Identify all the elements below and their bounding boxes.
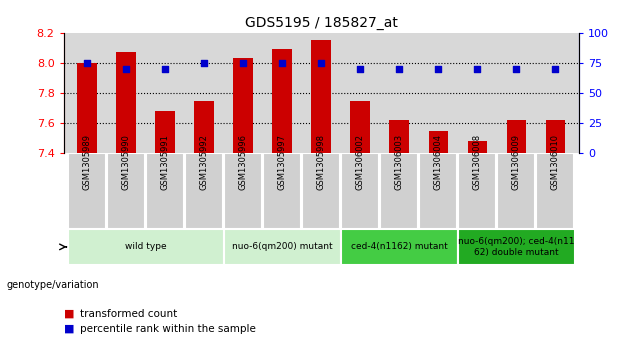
Bar xyxy=(419,153,457,229)
Text: genotype/variation: genotype/variation xyxy=(6,280,99,290)
Bar xyxy=(68,153,106,229)
Bar xyxy=(380,153,418,229)
Text: GSM1305989: GSM1305989 xyxy=(83,134,92,189)
Text: GSM1305998: GSM1305998 xyxy=(317,134,326,189)
Text: nuo-6(qm200) mutant: nuo-6(qm200) mutant xyxy=(232,242,333,252)
Bar xyxy=(233,58,253,153)
Text: ■: ■ xyxy=(64,323,74,334)
Bar xyxy=(389,120,409,153)
Point xyxy=(121,66,131,72)
Text: GSM1306002: GSM1306002 xyxy=(356,134,364,189)
Point xyxy=(433,66,443,72)
Text: GSM1306009: GSM1306009 xyxy=(512,134,521,189)
Bar xyxy=(506,120,526,153)
Text: GSM1305996: GSM1305996 xyxy=(238,134,247,189)
Point xyxy=(82,60,92,66)
Text: GSM1305990: GSM1305990 xyxy=(121,134,130,189)
Bar xyxy=(458,229,575,265)
Bar xyxy=(536,153,574,229)
Point xyxy=(160,66,170,72)
Point xyxy=(199,60,209,66)
Point xyxy=(472,66,482,72)
Text: percentile rank within the sample: percentile rank within the sample xyxy=(80,323,256,334)
Bar xyxy=(302,153,340,229)
Bar xyxy=(224,229,341,265)
Text: GSM1306003: GSM1306003 xyxy=(395,134,404,189)
Point xyxy=(355,66,365,72)
Bar xyxy=(350,101,370,153)
Bar xyxy=(429,131,448,153)
Bar xyxy=(467,141,487,153)
Bar xyxy=(312,40,331,153)
Bar xyxy=(116,52,136,153)
Point xyxy=(277,60,287,66)
Point xyxy=(550,66,560,72)
Title: GDS5195 / 185827_at: GDS5195 / 185827_at xyxy=(245,16,398,30)
Text: transformed count: transformed count xyxy=(80,309,177,319)
Bar xyxy=(341,153,379,229)
Text: GSM1305991: GSM1305991 xyxy=(160,134,170,189)
Bar xyxy=(341,229,458,265)
Text: GSM1306010: GSM1306010 xyxy=(551,134,560,189)
Bar xyxy=(272,49,292,153)
Bar xyxy=(155,111,175,153)
Text: GSM1306008: GSM1306008 xyxy=(473,134,482,189)
Text: GSM1305997: GSM1305997 xyxy=(278,134,287,189)
Point xyxy=(238,60,248,66)
Bar xyxy=(146,153,184,229)
Text: GSM1306004: GSM1306004 xyxy=(434,134,443,189)
Bar xyxy=(185,153,223,229)
Text: nuo-6(qm200); ced-4(n11
62) double mutant: nuo-6(qm200); ced-4(n11 62) double mutan… xyxy=(458,237,574,257)
Bar xyxy=(546,120,565,153)
Text: ■: ■ xyxy=(64,309,74,319)
Bar xyxy=(224,153,262,229)
Bar xyxy=(107,153,145,229)
Point xyxy=(394,66,404,72)
Point xyxy=(316,60,326,66)
Text: GSM1305992: GSM1305992 xyxy=(200,134,209,189)
Text: wild type: wild type xyxy=(125,242,167,252)
Point xyxy=(511,66,522,72)
Bar xyxy=(497,153,536,229)
Bar xyxy=(67,229,224,265)
Bar xyxy=(263,153,301,229)
Bar xyxy=(195,101,214,153)
Text: ced-4(n1162) mutant: ced-4(n1162) mutant xyxy=(351,242,448,252)
Bar xyxy=(77,63,97,153)
Bar xyxy=(458,153,497,229)
